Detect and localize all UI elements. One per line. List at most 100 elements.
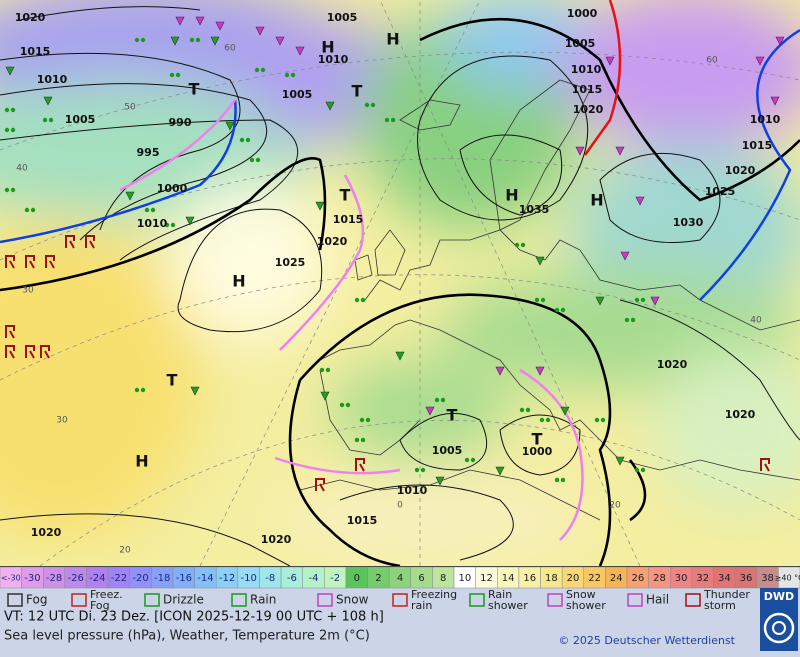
legend-label: Rain — [250, 593, 276, 607]
occlusion — [279, 174, 365, 351]
rain-symbol — [360, 437, 366, 443]
scale-label: 12 — [480, 573, 493, 584]
scale-label: 22 — [588, 573, 601, 584]
shower-symbol — [595, 296, 605, 306]
pressure-label: 1000 — [567, 7, 598, 20]
legend-label: Snow shower — [566, 588, 606, 612]
pressure-label: 1005 — [65, 113, 96, 126]
rain-symbol — [4, 107, 10, 113]
shower-symbol — [615, 456, 625, 466]
rain-symbol — [370, 102, 376, 108]
rain-symbol — [345, 402, 351, 408]
shower-symbol — [325, 101, 335, 111]
pressure-label: 1020 — [725, 164, 756, 177]
pressure-label: 1020 — [573, 103, 604, 116]
shower-symbol — [210, 36, 220, 46]
thunder-symbol — [25, 345, 35, 359]
rain-symbol — [48, 117, 54, 123]
scale-label: <-30 — [1, 574, 21, 583]
pressure-center: T — [340, 186, 351, 205]
legend-label: Snow — [336, 593, 369, 607]
rain-symbol — [519, 407, 525, 413]
pressure-label: 1000 — [522, 445, 553, 458]
rain-symbol — [255, 157, 261, 163]
snow-symbol — [295, 46, 305, 56]
pressure-label: 1010 — [571, 63, 602, 76]
valid-time: VT: 12 UTC Di. 23 Dez. [ICON 2025-12-19 … — [4, 610, 384, 625]
rain-symbol — [4, 187, 10, 193]
map: 1020 1005 1000 1015 1010 1005 1010 1010 1015 1005… — [0, 0, 800, 566]
pressure-label: 1005 — [327, 11, 358, 24]
thunder-symbol — [25, 255, 35, 269]
fronts — [0, 0, 800, 541]
rain-symbol — [640, 467, 646, 473]
scale-label: 30 — [675, 573, 688, 584]
thunder-symbol — [760, 458, 770, 472]
latitude-label: 60 — [224, 44, 236, 54]
snow-symbol — [605, 56, 615, 66]
shower-symbol — [185, 216, 195, 226]
rain-symbol — [260, 67, 266, 73]
rain-symbol — [470, 457, 476, 463]
scale-label: 20 — [567, 573, 580, 584]
temperature-scale: <-30 -30 -28 -26 -24 -22 -20 -18 -16 -14 -12 -10 -8-… — [0, 566, 800, 589]
rain-symbol — [134, 387, 140, 393]
shower-symbol — [535, 256, 545, 266]
rain-symbol — [10, 127, 16, 133]
pressure-center: T — [352, 82, 363, 101]
legend-icon — [547, 593, 563, 607]
snow-symbol — [650, 296, 660, 306]
occlusion — [274, 456, 401, 475]
rain-symbol — [539, 417, 545, 423]
logo: DWD — [764, 590, 794, 603]
shower-symbol — [560, 406, 570, 416]
legend-icon — [685, 593, 701, 607]
rain-symbol — [319, 367, 325, 373]
thunder-symbol — [5, 345, 15, 359]
pressure-label: 1030 — [673, 216, 704, 229]
thunder-symbol — [85, 235, 95, 249]
rain-symbol — [249, 157, 255, 163]
shower-symbol — [315, 201, 325, 211]
scale-label: 24 — [610, 573, 623, 584]
rain-symbol — [245, 137, 251, 143]
snow-symbol — [770, 96, 780, 106]
rain-symbol — [525, 407, 531, 413]
latitude-label: 20 — [119, 546, 131, 556]
scale-label: -22 — [111, 573, 127, 584]
cold-front — [0, 99, 237, 244]
latitude-label: 40 — [16, 164, 28, 174]
rain-symbol — [284, 72, 290, 78]
scale-label: 6 — [418, 573, 424, 584]
rain-symbol — [560, 477, 566, 483]
snow-symbol — [425, 406, 435, 416]
latitude-label: 50 — [124, 103, 136, 113]
legend-icon — [144, 593, 160, 607]
scale-label: -18 — [154, 573, 170, 584]
cold-front — [699, 28, 800, 301]
copyright: © 2025 Deutscher Wetterdienst — [558, 634, 735, 647]
shower-symbol — [320, 391, 330, 401]
pressure-label: 1015 — [347, 514, 378, 527]
pressure-label: 1010 — [318, 53, 349, 66]
legend-label: Fog — [26, 593, 47, 607]
snow-symbol — [535, 366, 545, 376]
scale-label: 14 — [502, 573, 515, 584]
snow-symbol — [215, 21, 225, 31]
thunder-symbol — [5, 325, 15, 339]
rain-symbol — [140, 387, 146, 393]
pressure-label: 1010 — [397, 484, 428, 497]
scale-label: 32 — [696, 573, 709, 584]
scale-label: -2 — [330, 573, 340, 584]
scale-label: -12 — [219, 573, 235, 584]
rain-symbol — [189, 37, 195, 43]
pressure-label: 1005 — [565, 37, 596, 50]
rain-symbol — [520, 242, 526, 248]
rain-symbol — [594, 417, 600, 423]
scale-label: 8 — [440, 573, 446, 584]
pressure-label: 1000 — [157, 182, 188, 195]
rain-symbol — [365, 417, 371, 423]
legend-label: Rain shower — [488, 588, 528, 612]
thunder-symbol — [5, 255, 15, 269]
